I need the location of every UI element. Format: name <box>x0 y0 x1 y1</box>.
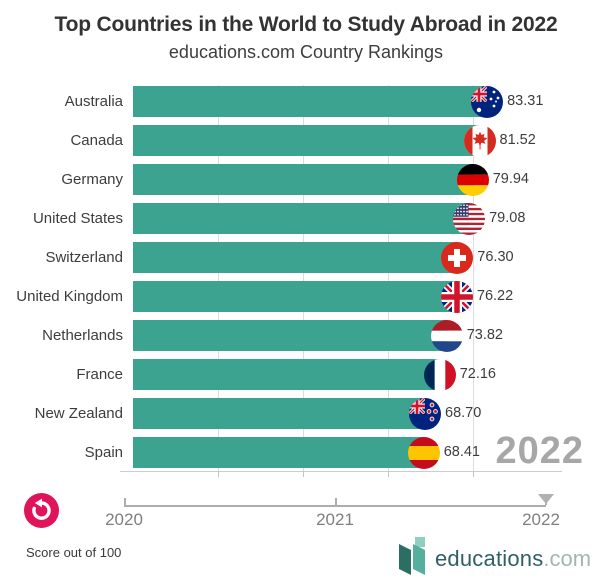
value-label-switzerland: 76.30 <box>477 249 514 265</box>
country-label-canada: Canada <box>70 132 123 149</box>
country-label-australia: Australia <box>64 93 123 110</box>
timeline-track[interactable] <box>124 505 546 507</box>
country-label-united-states: United States <box>32 210 123 227</box>
logo-text: educations <box>435 545 544 571</box>
country-label-new-zealand: New Zealand <box>34 405 123 422</box>
axis-tick <box>473 471 474 477</box>
axis-tick <box>388 471 389 477</box>
flag-united-kingdom-icon <box>440 280 473 313</box>
gridline <box>303 85 304 472</box>
bar-united-states[interactable] <box>133 203 470 234</box>
score-note: Score out of 100 <box>26 545 122 560</box>
country-label-france: France <box>76 366 123 383</box>
educations-logo-link[interactable]: educations .com <box>397 537 591 580</box>
value-label-united-kingdom: 76.22 <box>476 288 514 304</box>
flag-switzerland-icon <box>441 241 474 274</box>
flag-united-states-icon <box>453 202 486 235</box>
x-axis-line <box>120 471 562 472</box>
bar-united-kingdom[interactable] <box>133 281 457 312</box>
value-label-new-zealand: 68.70 <box>445 405 482 421</box>
bar-germany[interactable] <box>133 164 473 195</box>
bar-new-zealand[interactable] <box>133 398 425 429</box>
year-watermark: 2022 <box>495 430 584 472</box>
value-label-united-states: 79.08 <box>489 210 526 226</box>
gridline <box>388 85 389 472</box>
value-label-canada: 81.52 <box>499 132 536 148</box>
chart-title: Top Countries in the World to Study Abro… <box>54 13 558 36</box>
country-label-spain: Spain <box>84 444 123 461</box>
bar-australia[interactable] <box>133 86 488 117</box>
chart-subtitle: educations.com Country Rankings <box>168 42 444 62</box>
timeline-tick <box>124 498 126 505</box>
timeline-label-2022: 2022 <box>522 510 560 529</box>
timeline-label-2020: 2020 <box>105 510 143 529</box>
value-label-france: 72.16 <box>459 366 496 382</box>
value-label-spain: 68.41 <box>443 444 480 460</box>
bar-spain[interactable] <box>133 437 424 468</box>
gridline <box>218 85 219 472</box>
timeline-handle-icon[interactable] <box>538 494 554 504</box>
value-label-netherlands: 73.82 <box>466 327 503 343</box>
timeline-tick <box>335 498 337 505</box>
flag-canada-icon <box>463 124 496 157</box>
country-label-netherlands: Netherlands <box>42 327 123 344</box>
country-label-united-kingdom: United Kingdom <box>16 288 123 305</box>
replay-icon <box>24 493 59 528</box>
gridline <box>473 85 474 472</box>
replay-button[interactable] <box>24 493 59 528</box>
flag-france-icon <box>423 358 456 391</box>
flag-spain-icon <box>407 436 440 469</box>
timeline-label-2021: 2021 <box>316 510 354 529</box>
bar-canada[interactable] <box>133 125 480 156</box>
axis-tick <box>303 471 304 477</box>
bar-netherlands[interactable] <box>133 320 447 351</box>
value-label-germany: 79.94 <box>492 171 529 187</box>
country-label-germany: Germany <box>61 171 123 188</box>
flag-netherlands-icon <box>430 319 463 352</box>
flag-australia-icon <box>471 85 504 118</box>
axis-tick <box>218 471 219 477</box>
bar-switzerland[interactable] <box>133 242 458 273</box>
bar-france[interactable] <box>133 359 440 390</box>
logo-suffix: .com <box>543 545 592 571</box>
country-label-switzerland: Switzerland <box>45 249 123 266</box>
educations-book-icon <box>397 537 427 580</box>
value-label-australia: 83.31 <box>507 93 544 109</box>
flag-germany-icon <box>456 163 489 196</box>
flag-new-zealand-icon <box>409 397 441 430</box>
